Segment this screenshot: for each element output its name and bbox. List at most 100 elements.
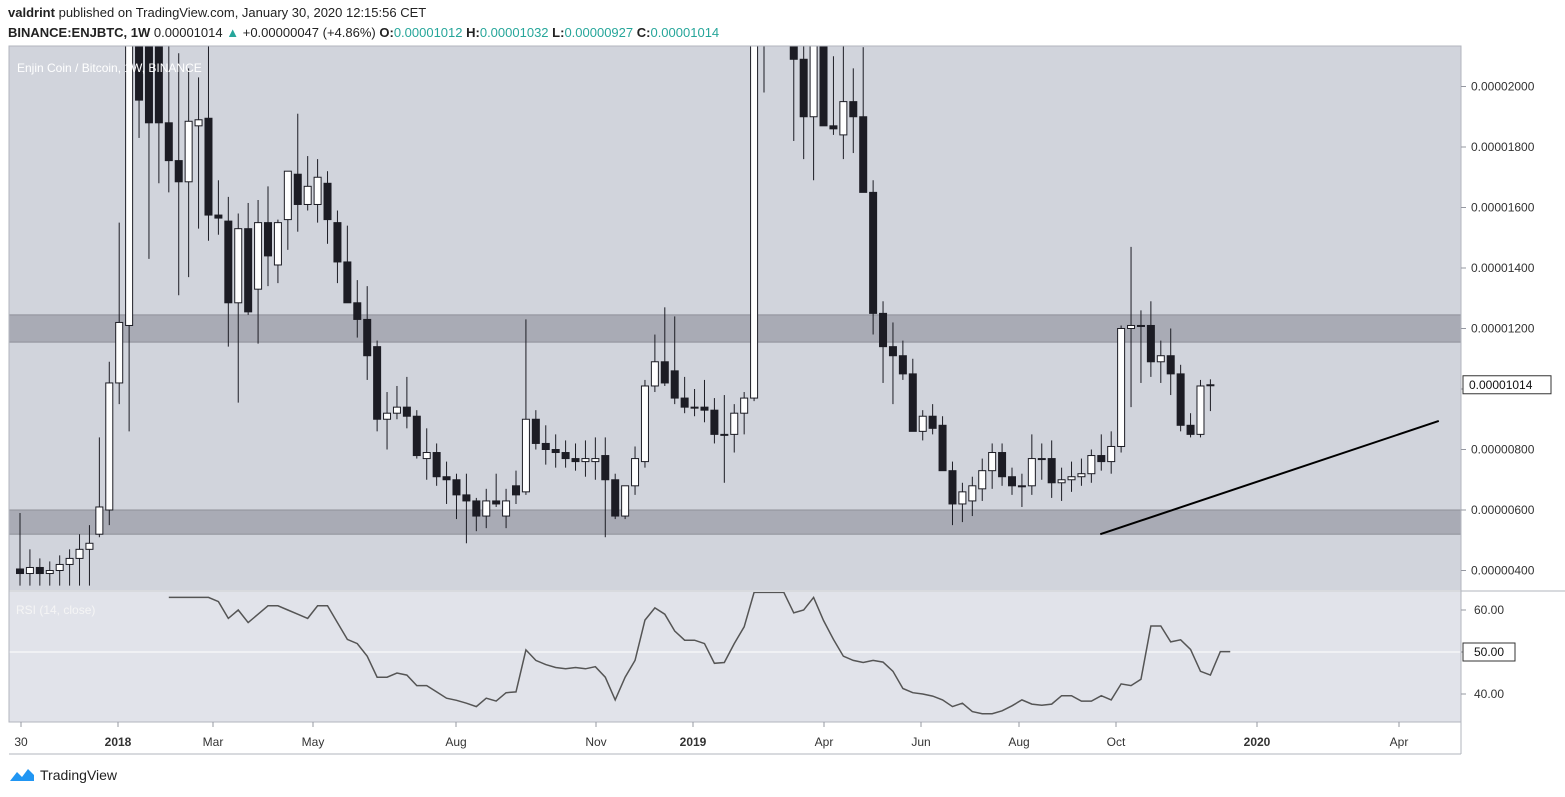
candle-down[interactable] (1047, 440, 1056, 498)
candle-down[interactable] (224, 196, 233, 347)
author-name[interactable]: valdrint (8, 5, 55, 20)
candle-up[interactable] (194, 77, 203, 229)
candle-up[interactable] (690, 389, 699, 417)
candle-up[interactable] (761, 17, 768, 93)
candle-up[interactable] (968, 476, 977, 517)
candle-up[interactable] (25, 549, 34, 586)
candle-down[interactable] (869, 180, 878, 335)
candle-down[interactable] (948, 461, 957, 526)
candle-up[interactable] (482, 488, 491, 529)
candle-up[interactable] (283, 170, 292, 250)
candle-up[interactable] (839, 38, 848, 160)
candle-down[interactable] (571, 443, 580, 471)
candle-up[interactable] (105, 361, 114, 526)
candle-down[interactable] (452, 473, 461, 520)
candle-up[interactable] (313, 159, 322, 223)
candle-down[interactable] (938, 416, 947, 472)
candle-down[interactable] (670, 316, 679, 405)
candle-down[interactable] (561, 440, 570, 468)
candle-up[interactable] (1107, 431, 1116, 474)
candle-down[interactable] (1176, 364, 1185, 432)
candle-down[interactable] (402, 376, 411, 429)
candle-up[interactable] (750, 17, 759, 402)
candle-up[interactable] (521, 319, 530, 495)
candle-down[interactable] (680, 376, 689, 414)
candle-up[interactable] (115, 222, 124, 405)
candle-up[interactable] (65, 549, 74, 586)
candle-down[interactable] (1097, 434, 1106, 471)
candle-down[interactable] (908, 358, 917, 432)
candle-down[interactable] (333, 210, 342, 284)
candle-up[interactable] (1117, 325, 1126, 453)
candle-down[interactable] (35, 558, 44, 586)
candle-up[interactable] (125, 20, 134, 432)
candle-down[interactable] (1186, 413, 1195, 438)
candle-up[interactable] (303, 156, 312, 211)
candle-up[interactable] (591, 437, 600, 480)
candle-down[interactable] (541, 425, 550, 465)
candle-up[interactable] (422, 428, 431, 480)
candle-down[interactable] (244, 202, 253, 315)
candle-down[interactable] (512, 470, 520, 504)
candle-down[interactable] (412, 410, 421, 459)
candle-up[interactable] (184, 68, 193, 278)
candle-down[interactable] (928, 404, 937, 435)
candle-down[interactable] (293, 113, 302, 232)
candle-up[interactable] (581, 440, 590, 477)
candle-up[interactable] (502, 488, 511, 529)
rsi-line[interactable] (168, 592, 1231, 715)
candle-down[interactable] (879, 301, 888, 383)
candle-down[interactable] (164, 20, 173, 193)
candle-up[interactable] (1196, 379, 1205, 438)
candle-up[interactable] (1037, 443, 1046, 480)
candle-down[interactable] (1146, 301, 1155, 377)
candle-up[interactable] (95, 437, 104, 538)
candle-up[interactable] (1136, 310, 1145, 383)
candle-down[interactable] (16, 513, 24, 586)
candle-up[interactable] (75, 534, 84, 586)
candle-down[interactable] (174, 53, 183, 296)
candle-up[interactable] (988, 443, 997, 489)
candle-down[interactable] (819, 23, 828, 127)
candle-down[interactable] (789, 17, 798, 141)
candle-up[interactable] (85, 525, 94, 586)
candle-up[interactable] (978, 458, 987, 501)
candle-down[interactable] (1166, 328, 1175, 396)
candle-down[interactable] (660, 307, 669, 386)
candle-down[interactable] (859, 47, 868, 193)
candle-up[interactable] (1156, 340, 1165, 383)
candle-down[interactable] (353, 280, 362, 338)
candle-down[interactable] (998, 443, 1007, 486)
candle-down[interactable] (154, 20, 163, 184)
candle-up[interactable] (1057, 467, 1066, 501)
candle-up[interactable] (1206, 379, 1215, 412)
candle-down[interactable] (611, 473, 620, 520)
candle-up[interactable] (254, 199, 263, 344)
candle-down[interactable] (214, 180, 223, 235)
candle-down[interactable] (829, 56, 838, 135)
candle-down[interactable] (849, 68, 858, 154)
candle-down[interactable] (144, 20, 153, 259)
candle-down[interactable] (363, 286, 372, 380)
footer-brand[interactable]: TradingView (40, 767, 118, 783)
candle-up[interactable] (273, 219, 282, 284)
candle-down[interactable] (323, 171, 332, 244)
candle-down[interactable] (531, 410, 540, 450)
candle-up[interactable] (640, 379, 649, 468)
candle-down[interactable] (264, 186, 272, 287)
candle-down[interactable] (135, 20, 144, 138)
candle-down[interactable] (1008, 467, 1016, 495)
candle-down[interactable] (432, 443, 441, 486)
candle-up[interactable] (45, 561, 54, 586)
candle-down[interactable] (551, 434, 560, 468)
candle-up[interactable] (730, 404, 739, 453)
candle-up[interactable] (650, 334, 659, 393)
candle-down[interactable] (343, 225, 352, 304)
candle-down[interactable] (204, 20, 213, 241)
candle-up[interactable] (1067, 461, 1076, 492)
candle-up[interactable] (1127, 246, 1136, 408)
candle-down[interactable] (442, 461, 451, 504)
candle-down[interactable] (799, 29, 808, 160)
ascending-trendline[interactable] (1099, 420, 1440, 536)
candle-down[interactable] (462, 473, 471, 544)
